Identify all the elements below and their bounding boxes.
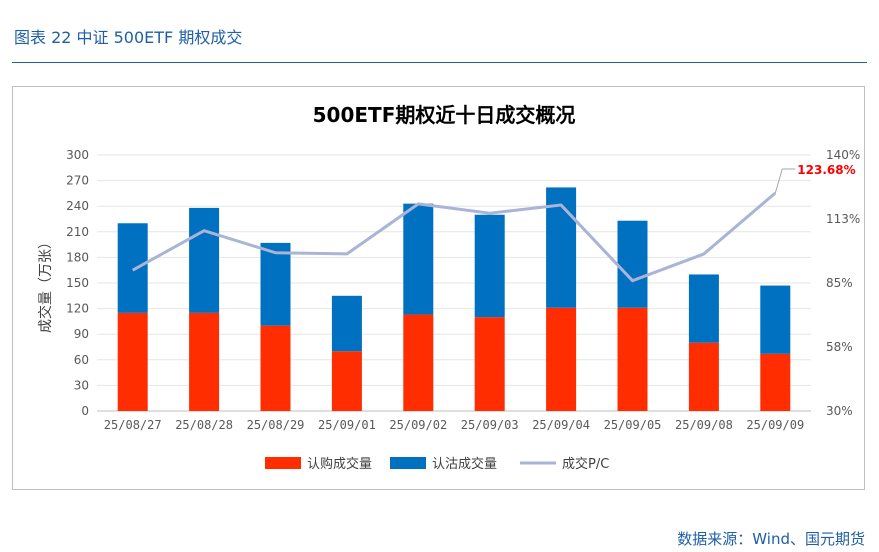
y-tick-label: 120 (66, 302, 89, 316)
callout-leader (774, 168, 796, 194)
y2-tick-label: 58% (826, 340, 853, 354)
chart-title: 500ETF期权近十日成交概况 (313, 103, 576, 127)
x-tick-label: 25/08/29 (247, 418, 305, 432)
y-tick-label: 90 (74, 327, 89, 341)
y-tick-label: 180 (66, 250, 89, 264)
call-volume-bar (546, 307, 577, 411)
y-tick-label: 150 (66, 276, 89, 290)
source-note: 数据来源：Wind、国元期货 (677, 530, 865, 548)
put-volume-bar (688, 274, 719, 343)
x-tick-label: 25/09/05 (604, 418, 662, 432)
x-tick-label: 25/09/01 (318, 418, 376, 432)
x-tick-label: 25/09/08 (675, 418, 733, 432)
put-volume-bar (117, 223, 148, 313)
put-volume-bar (260, 242, 291, 326)
pc-callout: 123.68% (774, 163, 856, 194)
put-volume-bar (760, 285, 791, 354)
y2-tick-label: 85% (826, 276, 853, 290)
x-tick-label: 25/08/27 (104, 418, 162, 432)
call-volume-bar (403, 314, 434, 411)
caption-rule (12, 62, 867, 63)
y-tick-label: 240 (66, 199, 89, 213)
x-tick-label: 25/09/02 (389, 418, 447, 432)
y-axis-left: 0 30 60 90 120 150 180 210 240 270 300 (66, 148, 89, 418)
y-tick-label: 30 (74, 378, 89, 392)
legend-label: 认购成交量 (307, 456, 372, 472)
pc-line-path (131, 191, 777, 283)
put-volume-bar (189, 207, 220, 313)
call-volume-bar (189, 312, 220, 411)
x-axis: 25/08/27 25/08/28 25/08/29 25/09/01 25/09/02… (104, 418, 804, 432)
put-volume-bar (474, 214, 505, 318)
y-tick-label: 0 (81, 404, 89, 418)
put-volume-bar (331, 295, 362, 352)
x-tick-label: 25/09/04 (532, 418, 590, 432)
y-tick-label: 210 (66, 225, 89, 239)
y-axis-title: 成交量（万张） (37, 235, 54, 333)
y-axis-right: 30% 58% 85% 113% 140% (826, 148, 860, 418)
pc-line (131, 191, 777, 283)
x-tick-label: 25/09/03 (461, 418, 519, 432)
figure-caption: 图表 22 中证 500ETF 期权成交 (14, 28, 243, 47)
bars (117, 187, 791, 411)
y2-tick-label: 30% (826, 404, 853, 418)
call-volume-bar (117, 312, 148, 411)
call-volume-bar (260, 325, 291, 411)
y2-tick-label: 113% (826, 212, 860, 226)
put-volume-bar (403, 203, 434, 315)
x-tick-label: 25/09/09 (746, 418, 804, 432)
call-volume-bar (760, 353, 791, 411)
x-tick-label: 25/08/28 (175, 418, 233, 432)
call-volume-bar (474, 317, 505, 411)
put-volume-bar (617, 220, 648, 308)
call-volume-bar (688, 342, 719, 411)
call-volume-bar (617, 307, 648, 411)
chart-frame (12, 86, 865, 490)
y2-tick-label: 140% (826, 148, 860, 162)
y-tick-label: 300 (66, 148, 89, 162)
y-tick-label: 60 (74, 353, 89, 367)
legend-swatch (390, 457, 426, 469)
legend-label: 认沽成交量 (432, 456, 497, 472)
legend-swatch (265, 457, 301, 469)
legend-label: 成交P/C (562, 456, 609, 472)
legend: 认购成交量 认沽成交量 成交P/C (265, 456, 609, 472)
call-volume-bar (331, 351, 362, 411)
y-tick-label: 270 (66, 174, 89, 188)
pc-callout-label: 123.68% (797, 163, 855, 177)
